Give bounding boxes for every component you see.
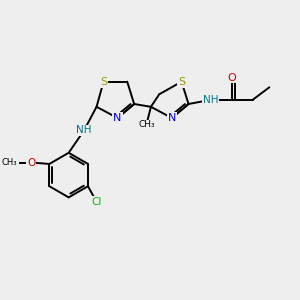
Text: NH: NH — [76, 125, 92, 136]
Text: S: S — [100, 77, 107, 87]
Text: CH₃: CH₃ — [138, 120, 155, 129]
Text: CH₃: CH₃ — [2, 158, 17, 167]
Text: NH: NH — [203, 95, 219, 105]
Text: O: O — [27, 158, 35, 167]
Text: O: O — [227, 73, 236, 82]
Text: N: N — [113, 113, 122, 123]
Text: Cl: Cl — [91, 196, 101, 207]
Text: S: S — [178, 77, 185, 87]
Text: N: N — [168, 113, 176, 123]
